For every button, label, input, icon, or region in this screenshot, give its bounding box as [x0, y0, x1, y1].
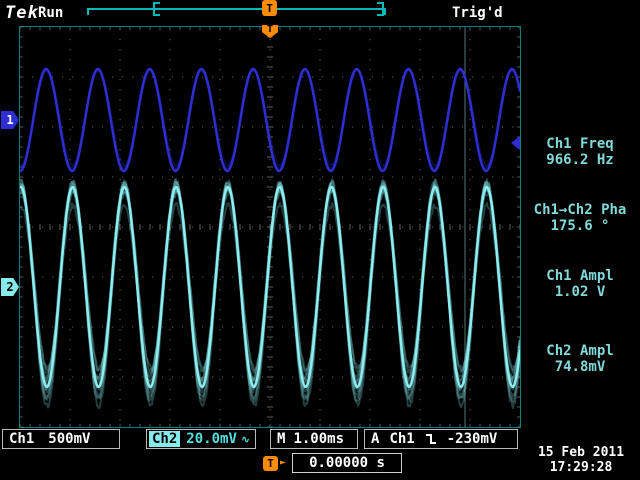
ch1-scale-value: 500mV	[48, 431, 91, 447]
trigger-position-top-icon: T	[262, 0, 277, 16]
trigger-letter: T	[267, 457, 274, 470]
waveform-plot	[19, 26, 522, 428]
trigger-letter: T	[266, 1, 273, 15]
tek-logo: Tek	[5, 3, 39, 23]
graticule	[19, 26, 522, 428]
measurement-ch1-ch2-phase: Ch1→Ch2 Pha 175.6 °	[522, 202, 638, 234]
record-view-bar	[87, 2, 386, 16]
trigger-delay-icon: T	[263, 456, 278, 471]
horizontal-delay-readout: 0.00000 s	[292, 453, 402, 473]
ch2-coupling-icon: ∿	[240, 432, 251, 446]
trigger-position-marker: T	[262, 25, 278, 38]
datetime: 15 Feb 2011 17:29:28	[526, 445, 636, 475]
ch2-readout-label: Ch2	[149, 431, 181, 447]
measurement-label: Ch1 Freq	[546, 136, 614, 152]
timebase-label: M	[277, 431, 286, 447]
trigger-status: Trig'd	[452, 5, 503, 21]
window-brackets	[153, 2, 384, 16]
trigger-level-value: -230mV	[446, 431, 498, 447]
channel1-position-marker: 1	[1, 111, 19, 129]
trigger-source-label: Ch1	[389, 431, 415, 447]
delay-arrow-icon: ►	[280, 457, 287, 468]
measurement-ch1-freq: Ch1 Freq 966.2 Hz	[522, 136, 638, 168]
timebase-value: 1.00ms	[293, 431, 345, 447]
ch2-scale-value: 20.0mV	[186, 431, 237, 447]
measurement-value: 1.02 V	[554, 284, 606, 300]
acquisition-status: Run	[38, 5, 64, 21]
measurement-ch2-ampl: Ch2 Ampl 74.8mV	[522, 343, 638, 375]
ch1-scale-readout: Ch1 500mV	[2, 429, 120, 449]
timebase-readout: M 1.00ms	[270, 429, 358, 449]
trigger-letter: T	[266, 24, 274, 35]
measurement-ch1-ampl: Ch1 Ampl 1.02 V	[522, 268, 638, 300]
trigger-readout: A Ch1 -230mV	[364, 429, 518, 449]
measurement-label: Ch2 Ampl	[546, 343, 614, 359]
measurement-label: Ch1 Ampl	[546, 268, 614, 284]
measurement-value: 966.2 Hz	[546, 152, 614, 168]
time-label: 17:29:28	[549, 460, 613, 475]
channel2-position-marker: 2	[1, 278, 19, 296]
date-label: 15 Feb 2011	[537, 445, 625, 460]
trigger-system-label: A	[371, 431, 380, 447]
ch1-readout-label: Ch1	[9, 431, 35, 447]
channel1-marker-label: 1	[6, 113, 14, 127]
record-line	[87, 8, 386, 15]
delay-value: 0.00000 s	[309, 455, 385, 471]
measurement-value: 175.6 °	[550, 218, 610, 234]
ch2-scale-readout: Ch2 20.0mV ∿	[146, 429, 256, 449]
falling-edge-icon	[425, 434, 436, 444]
channel2-marker-label: 2	[6, 280, 14, 294]
measurement-label: Ch1→Ch2 Pha	[533, 202, 627, 218]
measurement-value: 74.8mV	[554, 359, 606, 375]
